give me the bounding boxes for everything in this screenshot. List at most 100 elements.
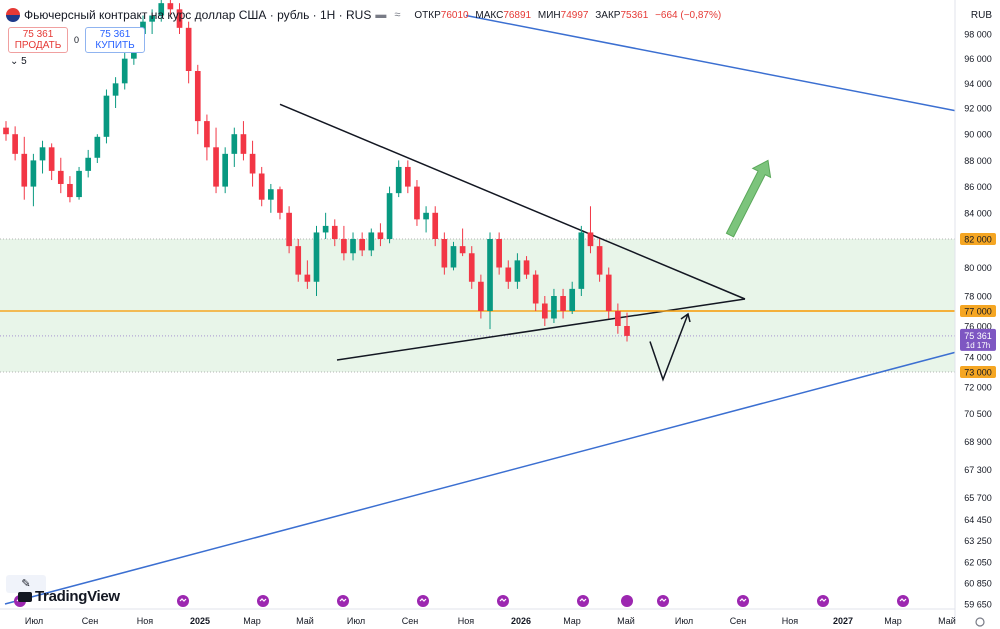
buy-button[interactable]: 75 361 КУПИТЬ — [85, 27, 146, 53]
candle-body — [350, 239, 356, 254]
candle-body — [560, 296, 566, 311]
candle-body — [185, 27, 192, 71]
us-flag-icon — [6, 8, 20, 22]
sell-button[interactable]: 75 361 ПРОДАТЬ — [8, 27, 68, 53]
candle-34 — [313, 225, 320, 296]
candle-60 — [551, 288, 557, 323]
candle-body — [30, 160, 37, 187]
y-tick-label: 86 000 — [964, 182, 992, 192]
candle-body — [377, 232, 384, 239]
candle-20 — [185, 21, 192, 84]
candle-body — [48, 147, 55, 171]
event-icon[interactable] — [657, 595, 669, 607]
level-tag-label: 82 000 — [964, 235, 992, 245]
candle-body — [569, 288, 576, 311]
x-tick-label: 2026 — [511, 616, 531, 626]
event-icon[interactable] — [737, 595, 749, 607]
candle-13 — [121, 52, 128, 90]
chevron-icon: ⌄ — [10, 56, 19, 67]
candle-body — [240, 134, 247, 154]
candle-body — [322, 225, 329, 233]
symbol-title[interactable]: Фьючерсный контракт на курс доллар США ·… — [24, 8, 372, 22]
candle-body — [313, 232, 320, 282]
event-icon-circle — [497, 595, 509, 607]
drawing-tool-button[interactable]: ✎ — [6, 575, 46, 593]
event-icon[interactable] — [417, 595, 429, 607]
event-icon[interactable] — [337, 595, 349, 607]
x-tick-label: Июл — [675, 616, 693, 626]
candle-body — [295, 246, 302, 275]
candle-body — [222, 153, 229, 187]
y-tick-label: 96 000 — [964, 54, 992, 64]
candle-body — [158, 3, 165, 16]
candle-body — [277, 189, 283, 213]
x-tick-label: Сен — [82, 616, 99, 626]
event-icon[interactable] — [177, 595, 189, 607]
candle-body — [432, 212, 439, 239]
event-icon-glyph — [419, 598, 427, 602]
event-icon[interactable] — [577, 595, 589, 607]
candle-body — [532, 274, 539, 304]
event-icon-glyph — [579, 598, 587, 602]
candle-4 — [39, 140, 46, 174]
candle-body — [605, 274, 612, 311]
candle-57 — [523, 256, 530, 279]
x-tick-label: Ноя — [782, 616, 799, 626]
event-icon[interactable] — [897, 595, 909, 607]
indicators-toggle[interactable]: ⌄ 5 — [10, 56, 27, 67]
trendline-triangle-bottom — [336, 298, 746, 361]
currency-label[interactable]: RUB — [970, 10, 992, 21]
candle-body — [523, 260, 530, 275]
x-tick-label: Мар — [884, 616, 902, 626]
event-icon-circle — [257, 595, 269, 607]
wave-icon[interactable]: ≈ — [394, 9, 401, 21]
candle-59 — [541, 296, 548, 326]
candle-39 — [359, 232, 365, 257]
x-tick-label: Июл — [25, 616, 43, 626]
candle-body — [112, 83, 119, 96]
trendline-triangle-top — [279, 103, 746, 300]
candle-25 — [231, 127, 238, 167]
event-icon[interactable] — [817, 595, 829, 607]
x-tick-label: Мар — [243, 616, 261, 626]
candle-28 — [258, 166, 265, 207]
candle-68 — [624, 312, 630, 342]
candle-body — [85, 157, 92, 171]
candle-32 — [295, 239, 302, 282]
y-tick-label: 72 000 — [964, 383, 992, 393]
earnings-icon[interactable] — [621, 595, 633, 607]
candle-36 — [331, 219, 338, 247]
y-tick-label: 98 000 — [964, 30, 992, 40]
ohlc-readout: ОТКР76010 МАКС76891 МИН74997 ЗАКР75361 −… — [414, 9, 722, 21]
candle-body — [414, 186, 420, 220]
candle-body — [3, 127, 9, 135]
candle-12 — [112, 77, 119, 108]
event-icon-circle — [417, 595, 429, 607]
candle-44 — [404, 160, 411, 194]
candle-49 — [450, 241, 457, 271]
candle-body — [596, 246, 603, 275]
x-tick-label: Май — [296, 616, 314, 626]
x-tick-label: Июл — [347, 616, 365, 626]
candle-body — [258, 173, 265, 200]
current-price-label: 75 361 — [964, 331, 992, 341]
candle-33 — [304, 260, 311, 289]
y-tick-label: 88 000 — [964, 156, 992, 166]
event-icon-glyph — [499, 598, 507, 602]
y-tick-label: 94 000 — [964, 79, 992, 89]
gear-icon — [975, 617, 985, 627]
event-icon[interactable] — [497, 595, 509, 607]
visibility-icon[interactable]: ▬ — [375, 9, 387, 21]
candle-7 — [67, 176, 73, 203]
trade-panel: 75 361 ПРОДАТЬ 0 75 361 КУПИТЬ — [8, 27, 146, 53]
y-tick-label: 67 300 — [964, 465, 992, 475]
y-tick-label: 76 000 — [964, 322, 992, 332]
candle-53 — [487, 232, 493, 330]
event-icon[interactable] — [257, 595, 269, 607]
candle-61 — [560, 288, 566, 319]
event-icon-circle — [817, 595, 829, 607]
x-tick-label: 2025 — [190, 616, 210, 626]
candle-body — [441, 239, 448, 268]
y-tick-label: 70 500 — [964, 409, 992, 419]
